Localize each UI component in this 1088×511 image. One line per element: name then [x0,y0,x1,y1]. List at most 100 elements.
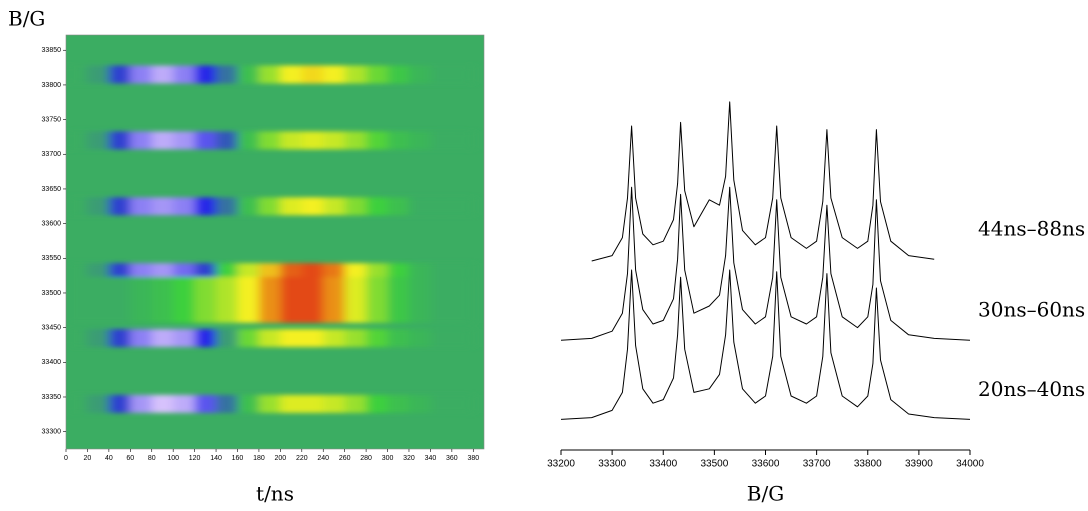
x-tick-label: 20 [84,455,92,462]
heatmap-cell [237,263,260,282]
heatmap-cell [173,394,196,413]
heatmap-cell [344,394,367,413]
heatmap-cell [87,394,110,413]
heatmap-cell [451,276,474,323]
heatmap-cell [87,329,110,348]
y-tick-label: 33300 [42,429,62,436]
x-tick-label: 80 [148,455,156,462]
heatmap-cell [108,394,131,413]
heatmap-cell [216,276,238,323]
heatmap-cell [366,329,389,348]
heatmap-cell [451,263,474,282]
heatmap-cell [387,131,410,150]
heatmap-cell [216,197,238,216]
heatmap-cell [366,394,389,413]
heatmap-cell [108,329,131,348]
heatmap-cell [344,197,367,216]
heatmap-cells [66,65,474,413]
spectrum-line [591,101,935,262]
y-axis-label: B/G [8,7,45,31]
heatmap-cell [366,131,389,150]
heatmap-cell [237,394,260,413]
x-tick-label: 33700 [803,459,831,470]
heatmap-cell [323,65,346,84]
heatmap-cell [173,329,196,348]
heatmap-cell [151,329,174,348]
heatmap-cell [387,329,410,348]
series-label: 30ns–60ns [978,298,1085,322]
heatmap-cell [451,131,474,150]
heatmap-cell [66,263,88,282]
x-tick-label: 60 [126,455,134,462]
heatmap-cell [301,263,324,282]
heatmap-cell [87,197,110,216]
heatmap-cell [408,131,431,150]
heatmap-cell [280,276,303,323]
heatmap-cell [301,131,324,150]
series-label: 20ns–40ns [978,377,1085,401]
heatmap-cell [280,197,303,216]
heatmap-cell [108,276,131,323]
heatmap-cell [366,197,389,216]
heatmap-cell [258,65,281,84]
heatmap-cell [87,65,110,84]
heatmap-cell [130,197,153,216]
heatmap-cell [258,197,281,216]
x-tick-label: 300 [382,455,394,462]
x-tick-label: 40 [105,455,113,462]
x-tick-label: 220 [296,455,308,462]
x-tick-label: 120 [189,455,201,462]
heatmap-cell [66,131,88,150]
heatmap-cell [344,329,367,348]
heatmap-cell [237,276,260,323]
heatmap-cell [237,131,260,150]
heatmap-cells-inner [66,65,474,413]
heatmap-cell [387,276,410,323]
heatmap-background [66,35,484,449]
y-tick-label: 33450 [42,324,62,331]
heatmap-cell [408,263,431,282]
heatmap-cell [408,197,431,216]
heatmap-cell [430,131,453,150]
heatmap-cell [323,263,346,282]
heatmap-cell [408,394,431,413]
heatmap-cell [323,131,346,150]
y-tick-label: 33800 [42,82,62,89]
spectrum-line [560,269,971,420]
heatmap-cell [194,131,217,150]
heatmap-cell [151,131,174,150]
x-tick-label: 360 [446,455,458,462]
x-tick-label: 240 [317,455,329,462]
heatmap-cell [151,394,174,413]
heatmap-cell [430,197,453,216]
heatmap-cell [344,276,367,323]
x-tick-label: 33200 [547,459,575,470]
heatmap-cell [151,197,174,216]
x-tick-label: 260 [339,455,351,462]
heatmap-cell [108,263,131,282]
heatmap-cell [344,263,367,282]
heatmap-cell [451,197,474,216]
heatmap-cell [344,131,367,150]
x-tick-label: 200 [275,455,287,462]
heatmap-cell [216,65,238,84]
heatmap-cell [66,394,88,413]
heatmap-cell [301,329,324,348]
x-tick-label: 33300 [598,459,626,470]
heatmap-cell [130,276,153,323]
heatmap-cell [323,197,346,216]
heatmap-cell [151,276,174,323]
heatmap-cell [173,65,196,84]
x-tick-label: 380 [467,455,479,462]
heatmap-cell [387,65,410,84]
heatmap-cell [408,65,431,84]
heatmap-cell [130,65,153,84]
heatmap-cell [301,394,324,413]
heatmap-cell [430,329,453,348]
heatmap-cell [130,329,153,348]
heatmap-cell [387,394,410,413]
heatmap-cell [280,263,303,282]
heatmap-cell [130,263,153,282]
